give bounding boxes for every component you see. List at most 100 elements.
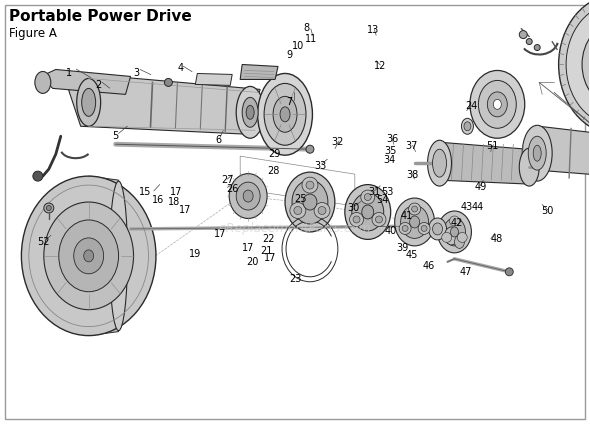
Text: 9: 9: [286, 50, 292, 60]
Circle shape: [421, 226, 427, 232]
Circle shape: [349, 212, 363, 226]
Ellipse shape: [461, 118, 473, 134]
Ellipse shape: [528, 136, 546, 170]
Polygon shape: [88, 176, 119, 335]
Text: 34: 34: [383, 156, 395, 165]
Ellipse shape: [438, 211, 471, 253]
Text: 43: 43: [461, 202, 473, 212]
Ellipse shape: [110, 181, 127, 331]
Text: 39: 39: [396, 243, 409, 253]
Ellipse shape: [362, 205, 373, 219]
Ellipse shape: [478, 81, 516, 128]
Ellipse shape: [522, 125, 552, 181]
Ellipse shape: [559, 0, 590, 134]
Ellipse shape: [280, 107, 290, 122]
Circle shape: [409, 203, 421, 215]
Text: 18: 18: [168, 197, 181, 207]
Ellipse shape: [409, 216, 419, 228]
Text: 17: 17: [214, 229, 227, 239]
Text: eReplacementParts.com: eReplacementParts.com: [219, 223, 371, 235]
Circle shape: [412, 206, 418, 212]
Circle shape: [44, 203, 54, 213]
Ellipse shape: [264, 84, 306, 145]
Text: 33: 33: [314, 161, 326, 170]
Text: 40: 40: [385, 226, 397, 236]
Text: 49: 49: [474, 182, 486, 192]
Circle shape: [450, 216, 460, 226]
Text: 8: 8: [304, 23, 310, 33]
Text: 12: 12: [374, 61, 386, 71]
Circle shape: [306, 145, 314, 153]
Text: 11: 11: [305, 34, 317, 44]
Text: 17: 17: [170, 187, 182, 197]
Circle shape: [418, 223, 430, 234]
Ellipse shape: [432, 149, 447, 177]
Ellipse shape: [74, 238, 104, 274]
Ellipse shape: [35, 72, 51, 93]
Ellipse shape: [493, 99, 501, 109]
Text: 36: 36: [386, 134, 398, 144]
Ellipse shape: [454, 235, 464, 248]
Circle shape: [302, 177, 318, 193]
Text: 17: 17: [264, 254, 276, 263]
Ellipse shape: [345, 184, 391, 240]
Text: 1: 1: [65, 67, 71, 78]
Text: 46: 46: [422, 261, 435, 271]
Circle shape: [290, 203, 306, 218]
Text: 50: 50: [542, 206, 554, 216]
Ellipse shape: [243, 190, 253, 202]
Ellipse shape: [352, 193, 384, 231]
Text: 6: 6: [215, 135, 222, 145]
Circle shape: [165, 78, 172, 86]
Text: 54: 54: [376, 195, 388, 205]
Ellipse shape: [566, 4, 590, 125]
Text: 21: 21: [261, 246, 273, 256]
Text: 52: 52: [37, 237, 50, 247]
Ellipse shape: [487, 92, 507, 117]
Text: 22: 22: [263, 234, 275, 245]
Ellipse shape: [432, 223, 442, 235]
Text: 5: 5: [113, 131, 119, 141]
Text: 7: 7: [286, 97, 292, 107]
Ellipse shape: [451, 227, 458, 237]
Text: Figure A: Figure A: [9, 27, 57, 39]
Text: 51: 51: [486, 142, 498, 151]
Ellipse shape: [236, 86, 264, 138]
Polygon shape: [240, 64, 278, 79]
Ellipse shape: [292, 180, 328, 224]
Ellipse shape: [519, 148, 539, 186]
Circle shape: [442, 232, 452, 243]
Circle shape: [375, 216, 382, 223]
Ellipse shape: [470, 70, 525, 138]
Text: 41: 41: [401, 211, 413, 221]
Text: 16: 16: [152, 195, 165, 205]
Ellipse shape: [81, 89, 96, 116]
Text: Portable Power Drive: Portable Power Drive: [9, 8, 192, 24]
Ellipse shape: [273, 96, 297, 132]
Ellipse shape: [236, 182, 260, 210]
Text: 31: 31: [368, 187, 381, 197]
Polygon shape: [537, 126, 590, 179]
Text: 4: 4: [177, 63, 183, 73]
Text: 48: 48: [490, 234, 503, 245]
Text: 24: 24: [466, 101, 478, 112]
Text: 44: 44: [471, 202, 483, 212]
Polygon shape: [195, 73, 232, 85]
Text: 27: 27: [221, 175, 234, 185]
Ellipse shape: [303, 194, 317, 210]
Text: 3: 3: [133, 67, 139, 78]
Circle shape: [505, 268, 513, 276]
Ellipse shape: [444, 227, 458, 245]
Circle shape: [314, 203, 330, 218]
Circle shape: [294, 206, 302, 215]
Text: 25: 25: [294, 194, 307, 204]
Ellipse shape: [428, 140, 451, 186]
Circle shape: [353, 216, 360, 223]
Text: 17: 17: [242, 243, 254, 253]
Polygon shape: [69, 75, 260, 134]
Text: 42: 42: [451, 218, 463, 229]
Text: 15: 15: [139, 187, 151, 197]
Ellipse shape: [285, 172, 335, 232]
Text: 13: 13: [367, 25, 379, 35]
Text: 20: 20: [247, 257, 259, 267]
